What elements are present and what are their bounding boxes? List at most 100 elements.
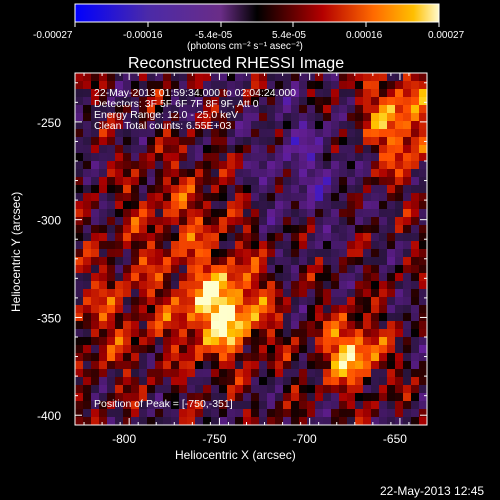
heatmap-cell: [211, 177, 220, 186]
heatmap-cell: [155, 369, 164, 378]
heatmap-cell: [387, 313, 396, 322]
heatmap-cell: [227, 161, 236, 170]
heatmap-cell: [355, 225, 364, 234]
heatmap-cell: [235, 409, 244, 418]
heatmap-cell: [155, 409, 164, 418]
heatmap-cell: [395, 337, 404, 346]
heatmap-cell: [355, 305, 364, 314]
heatmap-cell: [75, 321, 84, 330]
heatmap-cell: [227, 145, 236, 154]
heatmap-cell: [307, 377, 316, 386]
heatmap-cell: [275, 305, 284, 314]
heatmap-cell: [395, 161, 404, 170]
heatmap-cell: [267, 233, 276, 242]
heatmap-cell: [419, 385, 427, 394]
heatmap-cell: [211, 385, 220, 394]
heatmap-cell: [123, 177, 132, 186]
heatmap-cell: [259, 113, 268, 122]
heatmap-cell: [259, 369, 268, 378]
heatmap-cell: [323, 417, 332, 425]
heatmap-cell: [275, 409, 284, 418]
heatmap-cell: [211, 217, 220, 226]
heatmap-cell: [115, 185, 124, 194]
heatmap-cell: [107, 385, 116, 394]
heatmap-cell: [147, 345, 156, 354]
heatmap-cell: [283, 169, 292, 178]
heatmap-cell: [363, 209, 372, 218]
heatmap-cell: [243, 361, 252, 370]
heatmap-cell: [395, 113, 404, 122]
heatmap-cell: [355, 281, 364, 290]
heatmap-cell: [411, 393, 420, 402]
heatmap-cell: [419, 161, 427, 170]
heatmap-cell: [291, 401, 300, 410]
heatmap-cell: [99, 313, 108, 322]
heatmap-cell: [83, 417, 92, 425]
heatmap-cell: [227, 153, 236, 162]
heatmap-cell: [251, 281, 260, 290]
heatmap-cell: [379, 281, 388, 290]
heatmap-cell: [411, 89, 420, 98]
heatmap-cell: [259, 185, 268, 194]
heatmap-cell: [387, 121, 396, 130]
heatmap-cell: [219, 369, 228, 378]
heatmap-cell: [123, 313, 132, 322]
heatmap-cell: [307, 185, 316, 194]
heatmap-cell: [347, 289, 356, 298]
heatmap-cell: [419, 249, 427, 258]
heatmap-cell: [307, 409, 316, 418]
heatmap-cell: [267, 89, 276, 98]
heatmap-cell: [123, 73, 132, 82]
heatmap-cell: [299, 193, 308, 202]
heatmap-cell: [99, 273, 108, 282]
heatmap-cell: [139, 321, 148, 330]
heatmap-cell: [371, 225, 380, 234]
heatmap-cell: [219, 401, 228, 410]
heatmap-cell: [291, 289, 300, 298]
heatmap-cell: [195, 409, 204, 418]
heatmap-cell: [203, 321, 212, 330]
heatmap-cell: [387, 177, 396, 186]
heatmap-cell: [323, 97, 332, 106]
heatmap-cell: [363, 233, 372, 242]
heatmap-cell: [131, 89, 140, 98]
heatmap-cell: [91, 281, 100, 290]
heatmap-cell: [99, 369, 108, 378]
heatmap-cell: [211, 265, 220, 274]
heatmap-cell: [347, 305, 356, 314]
heatmap-cell: [347, 97, 356, 106]
heatmap-cell: [315, 225, 324, 234]
heatmap-cell: [171, 137, 180, 146]
heatmap-cell: [227, 137, 236, 146]
heatmap-cell: [355, 153, 364, 162]
heatmap-cell: [91, 409, 100, 418]
heatmap-cell: [403, 193, 412, 202]
heatmap-cell: [243, 193, 252, 202]
heatmap-cell: [235, 145, 244, 154]
heatmap-cell: [307, 345, 316, 354]
heatmap-cell: [291, 105, 300, 114]
heatmap-cell: [123, 409, 132, 418]
heatmap-cell: [75, 225, 84, 234]
heatmap-cell: [267, 145, 276, 154]
heatmap-cell: [163, 193, 172, 202]
heatmap-cell: [387, 129, 396, 138]
heatmap-cell: [267, 393, 276, 402]
heatmap-cell: [355, 97, 364, 106]
heatmap-cell: [187, 281, 196, 290]
heatmap-cell: [195, 241, 204, 250]
heatmap-cell: [251, 289, 260, 298]
heatmap-cell: [379, 393, 388, 402]
heatmap-cell: [203, 337, 212, 346]
heatmap-cell: [331, 265, 340, 274]
heatmap-cell: [307, 145, 316, 154]
heatmap-cell: [339, 129, 348, 138]
heatmap-cell: [283, 73, 292, 82]
heatmap-cell: [291, 233, 300, 242]
heatmap-cell: [387, 161, 396, 170]
heatmap-cell: [187, 353, 196, 362]
heatmap-cell: [187, 361, 196, 370]
heatmap-cell: [83, 225, 92, 234]
heatmap-cell: [347, 153, 356, 162]
heatmap-cell: [259, 281, 268, 290]
